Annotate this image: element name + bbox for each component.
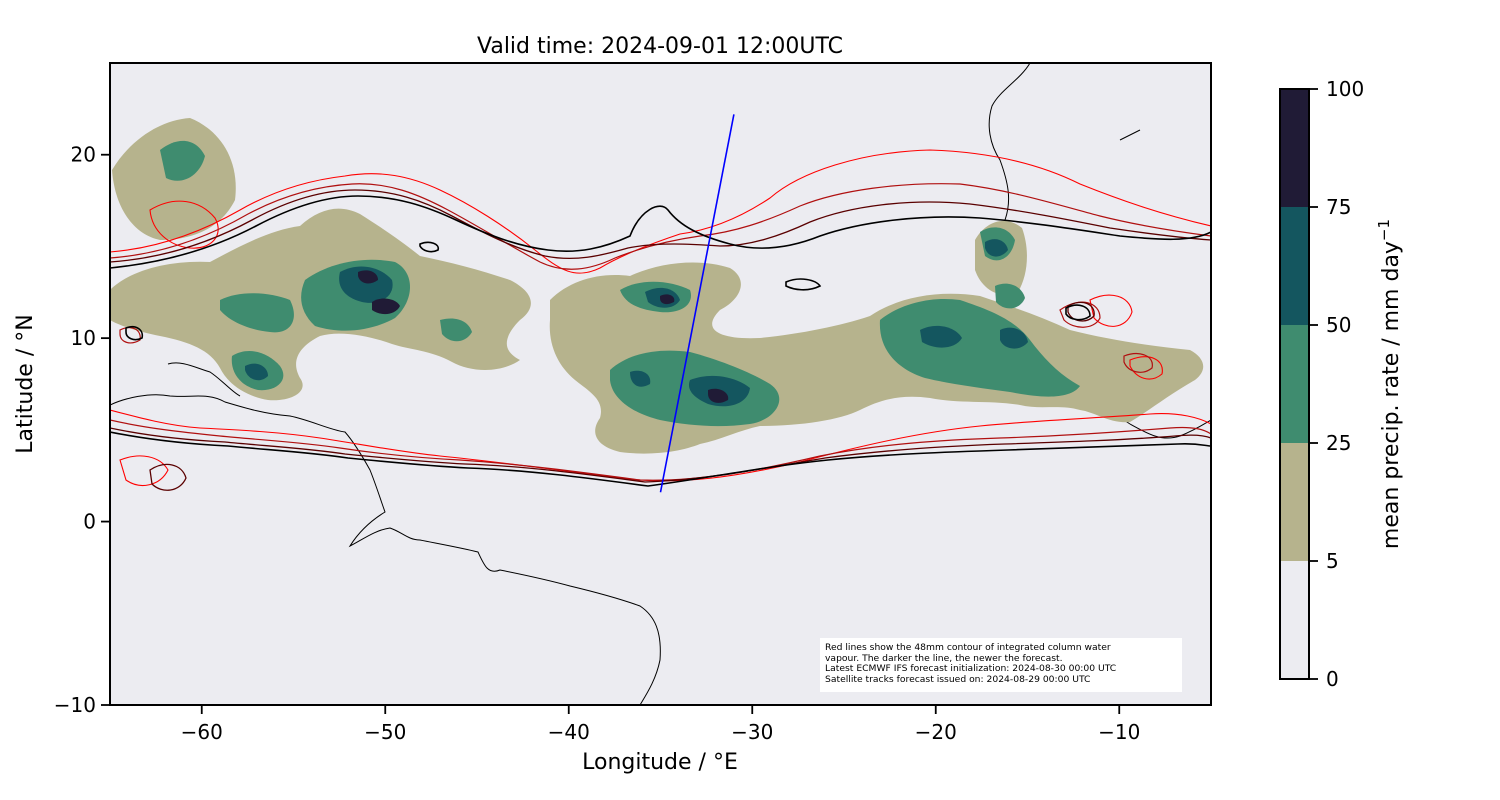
colorbar-frame bbox=[1279, 88, 1310, 680]
map-layers bbox=[110, 63, 1211, 705]
x-axis-title: Longitude / °E bbox=[582, 750, 738, 775]
plot-title: Valid time: 2024-09-01 12:00UTC bbox=[477, 34, 843, 59]
x-tick-label: −30 bbox=[731, 720, 773, 744]
note-line-3: Latest ECMWF IFS forecast initialization… bbox=[825, 663, 1117, 675]
colorbar-tick-label: 75 bbox=[1326, 195, 1351, 219]
colorbar-segment bbox=[1280, 561, 1309, 679]
x-axis-ticks: −60 −50 −40 −30 −20 −10 bbox=[181, 705, 1140, 744]
y-axis-ticks: −10 0 10 20 bbox=[54, 143, 110, 717]
colorbar-ticks: 0 5 25 50 75 100 bbox=[1309, 77, 1364, 691]
colorbar-segment bbox=[1280, 443, 1309, 561]
colorbar-label-superscript: −1 bbox=[1375, 219, 1393, 241]
x-tick-label: −60 bbox=[181, 720, 223, 744]
note-line-1: Red lines show the 48mm contour of integ… bbox=[825, 642, 1111, 653]
y-tick-label: 20 bbox=[71, 143, 96, 167]
contour-older bbox=[110, 183, 1211, 481]
colorbar-label: mean precip. rate / mm day−1 bbox=[1375, 219, 1404, 549]
x-tick-label: −10 bbox=[1098, 720, 1140, 744]
y-tick-label: −10 bbox=[54, 693, 96, 717]
precipitation-field bbox=[110, 118, 1204, 454]
colorbar-segment bbox=[1280, 325, 1309, 443]
colorbar-tick-label: 0 bbox=[1326, 667, 1339, 691]
map-frame bbox=[109, 62, 1212, 706]
colorbar-segment bbox=[1280, 89, 1309, 207]
contour-newest bbox=[110, 195, 1211, 487]
colorbar-tick-label: 25 bbox=[1326, 431, 1351, 455]
colorbar-label-text: mean precip. rate / mm day bbox=[1379, 241, 1404, 549]
x-tick-label: −40 bbox=[548, 720, 590, 744]
note-line-2: vapour. The darker the line, the newer t… bbox=[825, 652, 1063, 664]
satellite-track-line bbox=[659, 114, 735, 493]
colorbar-segment bbox=[1280, 207, 1309, 325]
forecast-note-box: Red lines show the 48mm contour of integ… bbox=[820, 638, 1182, 692]
contour-newer bbox=[110, 189, 1211, 491]
y-tick-label: 10 bbox=[71, 326, 96, 350]
x-tick-label: −20 bbox=[915, 720, 957, 744]
colorbar bbox=[1279, 88, 1310, 680]
y-tick-label: 0 bbox=[83, 510, 96, 534]
y-axis-title: Latitude / °N bbox=[13, 314, 38, 453]
colorbar-tick-label: 100 bbox=[1326, 77, 1364, 101]
colorbar-tick-label: 5 bbox=[1326, 549, 1339, 573]
colorbar-tick-label: 50 bbox=[1326, 313, 1351, 337]
water-vapour-contours bbox=[110, 149, 1211, 491]
x-tick-label: −50 bbox=[364, 720, 406, 744]
note-line-4: Satellite tracks forecast issued on: 202… bbox=[825, 673, 1091, 685]
